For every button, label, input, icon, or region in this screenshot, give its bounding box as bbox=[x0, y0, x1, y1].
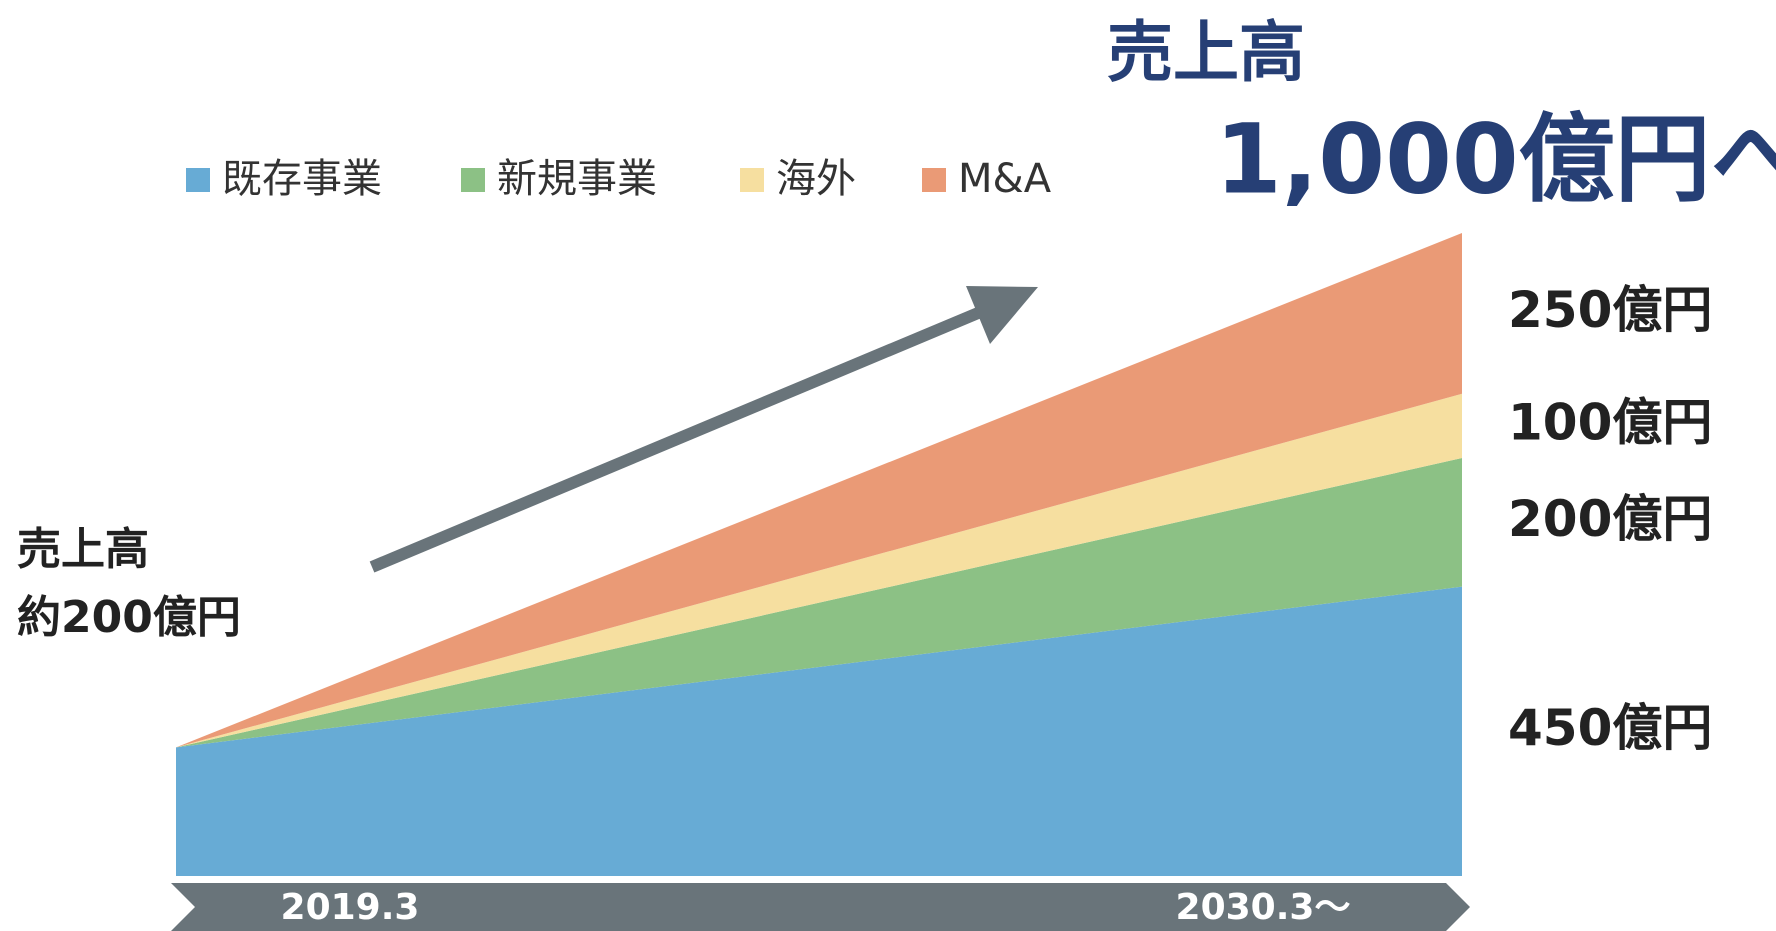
legend-swatch bbox=[922, 168, 946, 192]
annotation: 売上高 bbox=[17, 524, 149, 575]
legend-swatch bbox=[461, 168, 485, 192]
x-tick-label: 2030.3〜 bbox=[1176, 887, 1351, 928]
area bbox=[176, 233, 1462, 748]
value-label: 450億円 bbox=[1508, 699, 1712, 757]
legend-label: 新規事業 bbox=[497, 156, 657, 202]
chart-title: 売上高 bbox=[1107, 14, 1305, 91]
trend-arrow bbox=[369, 286, 1038, 573]
value-label: 200億円 bbox=[1508, 490, 1712, 548]
chart-subtitle: 1,000億円へ bbox=[1215, 103, 1776, 215]
legend-label: 海外 bbox=[776, 156, 856, 202]
value-label: 100億円 bbox=[1508, 393, 1712, 451]
legend-label: 既存事業 bbox=[222, 156, 382, 202]
legend-swatch bbox=[740, 168, 764, 192]
annotation: 約200億円 bbox=[17, 592, 241, 643]
arrow-head bbox=[966, 286, 1038, 344]
x-tick-label: 2019.3 bbox=[281, 887, 420, 928]
area bbox=[176, 586, 1462, 876]
legend-swatch bbox=[186, 168, 210, 192]
area bbox=[176, 458, 1462, 748]
arrow-shaft bbox=[369, 302, 993, 573]
legend-label: M&A bbox=[958, 156, 1052, 202]
timeline-bar bbox=[171, 883, 1470, 931]
value-label: 250億円 bbox=[1508, 281, 1712, 339]
